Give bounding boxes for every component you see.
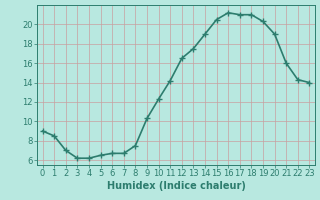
X-axis label: Humidex (Indice chaleur): Humidex (Indice chaleur) — [107, 181, 245, 191]
